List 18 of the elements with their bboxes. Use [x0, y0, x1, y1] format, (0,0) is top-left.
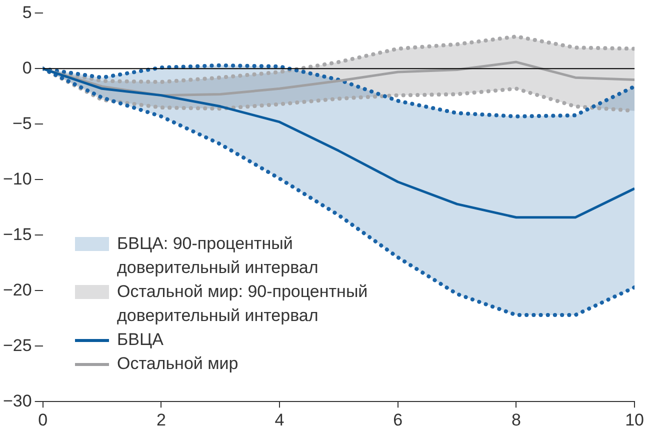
x-tick-label: 8	[511, 410, 521, 430]
y-tick-label: 5	[22, 2, 32, 22]
y-tick-label: 0	[22, 58, 32, 78]
x-tick-label: 2	[156, 410, 166, 430]
y-tick-label: −25	[2, 336, 32, 355]
x-tick-label: 0	[38, 410, 48, 430]
y-tick-label: −10	[2, 169, 32, 188]
x-tick-label: 6	[393, 410, 403, 430]
y-tick-label: −5	[12, 114, 32, 133]
x-tick-label: 4	[274, 410, 284, 430]
annotation: БВЦА: 90-процентный доверительный интервал	[117, 233, 320, 279]
y-tick-label: −20	[2, 280, 32, 300]
x-tick-label: 10	[625, 410, 644, 430]
annotation: Остальной мир: 90-процентный доверительный интервал	[117, 281, 369, 327]
y-tick-label: −15	[2, 224, 32, 244]
legend-label: БВЦА	[117, 329, 164, 351]
y-tick-label: −30	[2, 391, 32, 410]
legend-label: Остальной мир	[117, 353, 238, 375]
